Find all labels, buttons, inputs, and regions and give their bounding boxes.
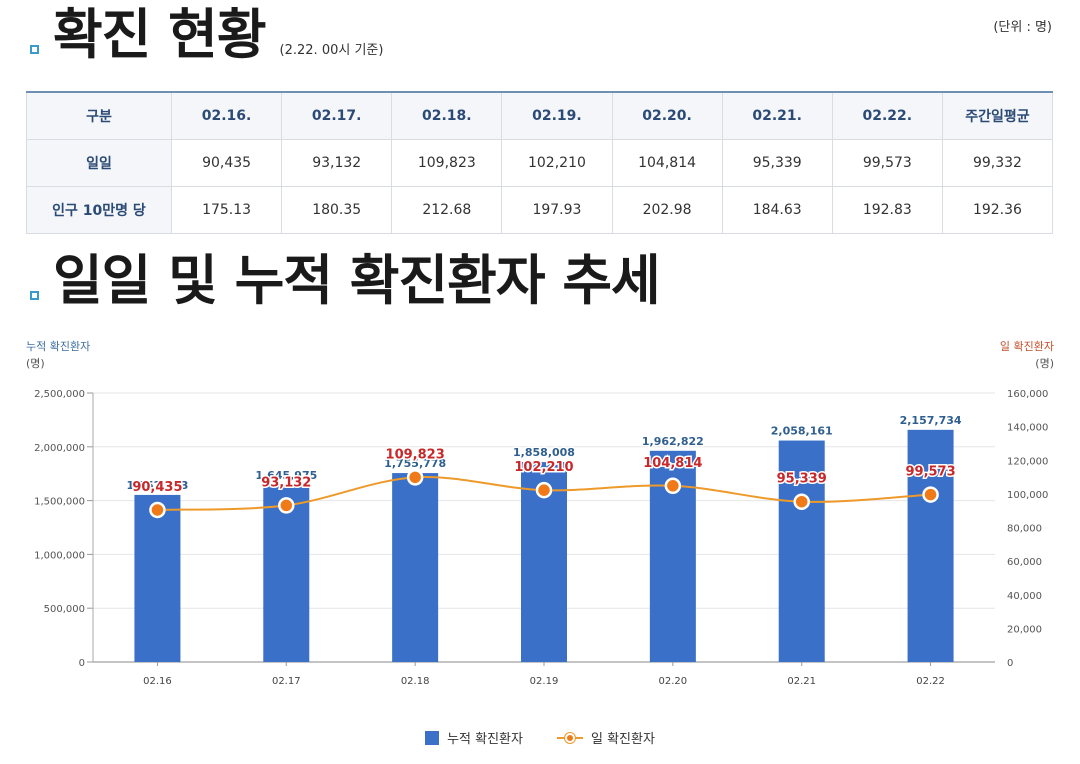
table-cell: 93,132 <box>281 139 393 187</box>
bar <box>263 484 310 662</box>
chart-legend: 누적 확진환자 일 확진환자 <box>0 728 1080 747</box>
line-data-label: 104,814 <box>643 456 702 471</box>
line-data-label: 93,132 <box>261 475 311 490</box>
right-tick-label: 160,000 <box>1007 389 1048 400</box>
x-tick-label: 02.21 <box>787 676 816 687</box>
x-tick-label: 02.18 <box>401 676 430 687</box>
table-cell: 95,339 <box>721 139 833 187</box>
status-title-block: 확진 현황 (2.22. 00시 기준) <box>30 8 383 62</box>
right-tick-label: 80,000 <box>1007 524 1042 535</box>
right-tick-label: 100,000 <box>1007 490 1048 501</box>
table-header-cell: 02.16. <box>170 91 283 140</box>
table-cell: 99,573 <box>831 139 943 187</box>
legend-item-daily: 일 확진환자 <box>556 728 655 747</box>
right-axis-title: 일 확진환자 <box>1000 339 1054 353</box>
square-bullet-icon <box>30 291 39 300</box>
square-bullet-icon <box>30 45 39 54</box>
line-point <box>535 481 553 499</box>
line-point <box>406 469 424 486</box>
right-tick-label: 140,000 <box>1007 423 1048 434</box>
table-cell: 104,814 <box>611 139 723 187</box>
table-header-cell: 02.18. <box>391 91 503 140</box>
table-row: 일일 90,435 93,132 109,823 102,210 104,814… <box>26 139 1054 187</box>
bar-data-label: 1,962,822 <box>642 435 704 448</box>
row-label: 인구 10만명 당 <box>26 186 172 234</box>
table-header-cell: 02.19. <box>501 91 613 140</box>
trend-title-block: 일일 및 누적 확진환자 추세 <box>30 249 661 312</box>
table-row: 인구 10만명 당 175.13 180.35 212.68 197.93 20… <box>26 186 1054 234</box>
table-header-cell: 02.20. <box>611 91 723 140</box>
left-tick-label: 2,000,000 <box>34 443 85 454</box>
left-axis-title: 누적 확진환자 <box>26 340 90 353</box>
table-cell: 102,210 <box>501 139 613 187</box>
table-header-cell: 02.21. <box>721 91 833 140</box>
right-tick-label: 60,000 <box>1007 557 1042 568</box>
table-cell: 212.68 <box>391 186 503 234</box>
bar-data-label: 2,157,734 <box>900 414 962 427</box>
left-tick-label: 500,000 <box>44 604 85 615</box>
line-data-label: 102,210 <box>514 460 573 475</box>
right-tick-label: 120,000 <box>1007 456 1048 467</box>
bar <box>392 473 439 662</box>
line-point <box>149 501 166 519</box>
line-point <box>664 477 682 495</box>
table-cell: 99,332 <box>941 139 1054 187</box>
line-data-label: 109,823 <box>386 447 445 462</box>
line-point <box>278 497 295 514</box>
table-header-cell: 02.17. <box>281 91 393 140</box>
legend-item-cumulative: 누적 확진환자 <box>425 728 523 747</box>
x-tick-label: 02.22 <box>916 676 945 687</box>
table-cell: 109,823 <box>391 139 503 187</box>
trend-title: 일일 및 누적 확진환자 추세 <box>53 249 661 312</box>
table-cell: 175.13 <box>170 186 283 234</box>
table-cell: 180.35 <box>281 186 393 234</box>
table-cell: 184.63 <box>721 186 833 234</box>
bar-data-label: 1,645,975 <box>255 469 317 482</box>
left-tick-label: 1,500,000 <box>34 497 85 508</box>
right-tick-label: 0 <box>1007 658 1013 669</box>
left-tick-label: 0 <box>79 658 85 669</box>
bar-data-label: 1,552,843 <box>126 479 188 492</box>
right-tick-label: 40,000 <box>1007 591 1042 602</box>
trend-chart: 0 500,000 1,000,000 1,500,000 2,000,000 2,500… <box>26 339 1054 687</box>
unit-label: (단위 : 명) <box>993 20 1052 35</box>
bar <box>778 440 825 662</box>
bar-data-label: 2,058,161 <box>771 425 833 438</box>
line-data-label: 95,339 <box>777 472 827 487</box>
line-data-label: 99,573 <box>905 465 955 480</box>
table-header-cell: 구분 <box>26 91 172 140</box>
table-header-cell: 주간일평균 <box>941 91 1054 140</box>
bar <box>907 429 954 662</box>
x-tick-label: 02.19 <box>530 676 559 687</box>
left-tick-label: 1,000,000 <box>34 550 85 561</box>
line-point <box>922 486 939 503</box>
line-point <box>793 493 810 510</box>
table-cell: 90,435 <box>170 139 283 187</box>
line-marker-swatch-icon <box>556 731 583 745</box>
bar-swatch-icon <box>425 730 440 745</box>
status-title: 확진 현황 <box>53 3 267 66</box>
bar-data-label: 1,755,778 <box>384 457 446 470</box>
status-basis: (2.22. 00시 기준) <box>279 43 384 58</box>
legend-label: 누적 확진환자 <box>447 732 523 747</box>
bar <box>134 494 181 662</box>
left-axis-unit: (명) <box>26 357 45 370</box>
x-tick-label: 02.16 <box>143 676 172 687</box>
x-tick-label: 02.17 <box>272 676 301 687</box>
table-cell: 197.93 <box>501 186 613 234</box>
table-header-row: 구분 02.16. 02.17. 02.18. 02.19. 02.20. 02… <box>26 91 1054 140</box>
x-tick-label: 02.20 <box>659 676 688 687</box>
table-header-cell: 02.22. <box>831 91 943 140</box>
table-cell: 192.36 <box>941 186 1054 234</box>
right-tick-label: 20,000 <box>1007 624 1042 635</box>
bar-data-label: 1,858,008 <box>513 446 575 459</box>
line-data-label: 90,435 <box>132 480 182 495</box>
row-label: 일일 <box>26 139 172 187</box>
table-cell: 202.98 <box>611 186 723 234</box>
right-axis-unit: (명) <box>1035 357 1054 370</box>
legend-label: 일 확진환자 <box>590 732 655 747</box>
table-cell: 192.83 <box>831 186 943 234</box>
left-tick-label: 2,500,000 <box>34 389 85 400</box>
status-table: 구분 02.16. 02.17. 02.18. 02.19. 02.20. 02… <box>26 91 1054 234</box>
